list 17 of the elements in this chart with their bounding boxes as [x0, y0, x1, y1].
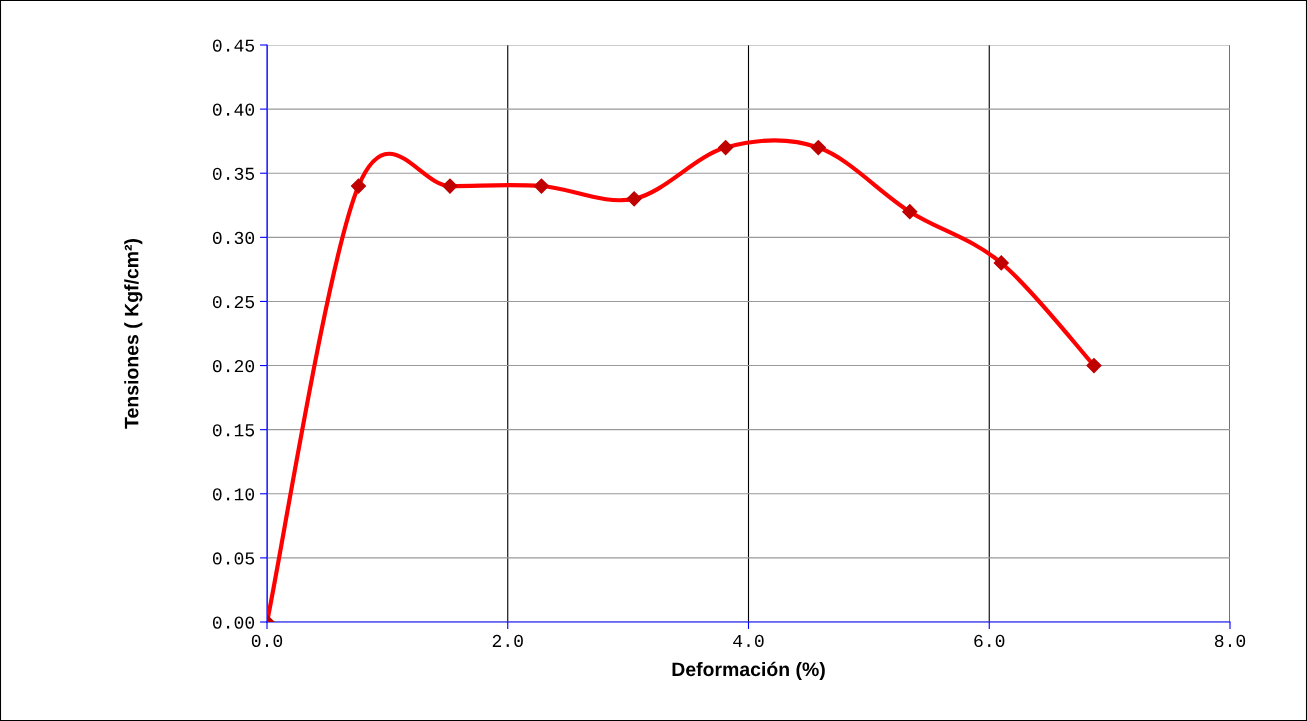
- y-tick-label: 0.00: [212, 616, 255, 629]
- y-tick-label: 0.35: [212, 167, 255, 180]
- x-axis-title: Deformación (%): [672, 661, 825, 681]
- y-tick-label: 0.25: [212, 295, 255, 309]
- x-tick-label: 0.0: [251, 634, 283, 648]
- x-tick-label: 6.0: [974, 634, 1005, 648]
- y-tick-label: 0.40: [212, 103, 255, 116]
- x-tick-label: 8.0: [1214, 634, 1246, 648]
- x-tick-label: 2.0: [492, 634, 523, 648]
- y-tick-label: 0.05: [212, 552, 255, 565]
- y-axis-title: Tensiones ( Kgf/cm²): [124, 239, 143, 429]
- y-tick-label: 0.20: [212, 360, 255, 373]
- y-tick-label: 0.10: [212, 488, 255, 501]
- y-tick-label: 0.15: [212, 424, 255, 437]
- y-tick-label: 0.45: [212, 39, 255, 52]
- x-tick-label: 4.0: [733, 634, 764, 648]
- y-tick-label: 0.30: [212, 231, 255, 245]
